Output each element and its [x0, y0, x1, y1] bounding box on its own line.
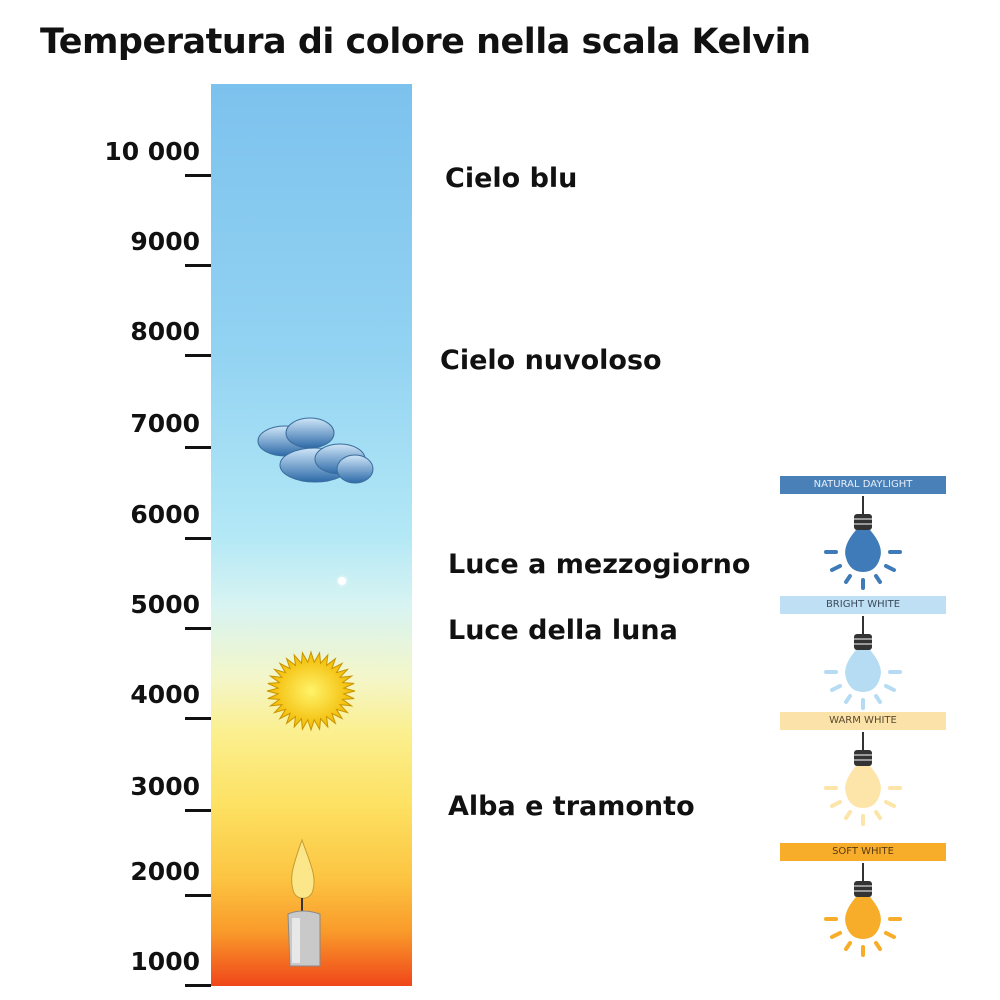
- light-bulb-icon: [824, 496, 902, 590]
- sun-icon: [266, 650, 356, 732]
- light-bulb-icon: [824, 732, 902, 826]
- page-title: Temperatura di colore nella scala Kelvin: [40, 22, 811, 62]
- bulb-banner: SOFT WHITE: [780, 843, 946, 861]
- bulb-banner: WARM WHITE: [780, 712, 946, 730]
- label-alba-tramonto: Alba e tramonto: [448, 791, 695, 822]
- tick-label: 3000: [130, 772, 200, 801]
- tick-mark: [185, 894, 211, 897]
- tick-mark: [185, 809, 211, 812]
- moon-dot: [338, 577, 346, 585]
- label-cielo-nuvoloso: Cielo nuvoloso: [440, 345, 662, 376]
- tick-label: 6000: [130, 500, 200, 529]
- bulb-banner: NATURAL DAYLIGHT: [780, 476, 946, 494]
- tick-label: 4000: [130, 680, 200, 709]
- tick-label: 8000: [130, 317, 200, 346]
- candle-icon: [287, 838, 321, 967]
- tick-mark: [185, 174, 211, 177]
- tick-mark: [185, 264, 211, 267]
- tick-label: 1000: [130, 947, 200, 976]
- tick-label: 2000: [130, 857, 200, 886]
- tick-mark: [185, 446, 211, 449]
- label-luce-luna: Luce della luna: [448, 615, 678, 646]
- tick-mark: [185, 984, 211, 987]
- light-bulb-icon: [824, 863, 902, 957]
- label-luce-mezzogiorno: Luce a mezzogiorno: [448, 549, 751, 580]
- label-cielo-blu: Cielo blu: [445, 163, 578, 194]
- tick-mark: [185, 627, 211, 630]
- tick-label: 10 000: [104, 137, 200, 166]
- bulb-banner: BRIGHT WHITE: [780, 596, 946, 614]
- tick-label: 5000: [130, 590, 200, 619]
- light-bulb-icon: [824, 616, 902, 710]
- kelvin-gradient-bar: [211, 84, 412, 986]
- tick-label: 7000: [130, 409, 200, 438]
- cloud-icon: [257, 417, 374, 484]
- tick-label: 9000: [130, 227, 200, 256]
- tick-mark: [185, 537, 211, 540]
- tick-mark: [185, 717, 211, 720]
- tick-mark: [185, 354, 211, 357]
